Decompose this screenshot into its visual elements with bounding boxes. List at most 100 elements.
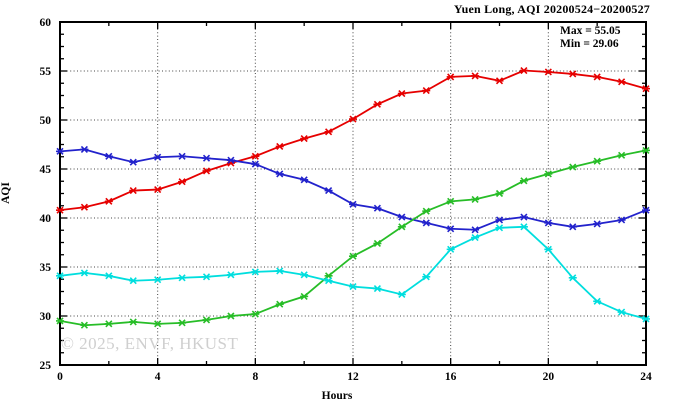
series-green-line [59, 149, 647, 327]
x-tick-label: 0 [57, 371, 63, 383]
series-blue-marker [471, 226, 479, 234]
series-red-marker [447, 73, 455, 81]
series-blue-marker [349, 200, 357, 208]
x-tick-label: 20 [543, 371, 555, 383]
series-cyan-marker [544, 245, 552, 253]
series-red-marker [105, 197, 113, 205]
max-value-label: Max = 55.05 [560, 25, 621, 37]
series-red-marker [154, 186, 162, 194]
series-cyan-marker [56, 272, 64, 280]
series-green-marker [227, 312, 235, 320]
series-blue-marker [56, 147, 64, 155]
series-cyan-marker [105, 272, 113, 280]
series-blue-marker [447, 225, 455, 233]
series-blue-marker [129, 158, 137, 166]
series-green-marker [105, 320, 113, 328]
series-green-marker [422, 207, 430, 215]
series-red-marker [178, 178, 186, 186]
plot-border [59, 21, 647, 366]
series-cyan-marker [569, 274, 577, 282]
series-red-marker [202, 167, 211, 175]
y-tick-label: 40 [40, 213, 52, 225]
max-min-annotation: Max = 55.05 Min = 29.06 [560, 25, 621, 51]
series-blue-marker [202, 154, 211, 162]
series-cyan-marker [593, 297, 601, 305]
series-blue-marker [251, 160, 259, 168]
series-cyan-marker [495, 224, 504, 232]
series-green-marker [154, 320, 162, 328]
series-cyan-marker [422, 273, 430, 281]
y-tick-label: 30 [40, 311, 52, 323]
series-red-marker [471, 72, 479, 80]
series-blue-marker [105, 152, 113, 160]
series-green-marker [276, 300, 284, 308]
x-tick-label: 24 [640, 371, 652, 383]
series-green-marker [373, 239, 381, 248]
series-red-marker [300, 135, 308, 143]
y-tick-label: 25 [40, 360, 52, 372]
series-cyan-marker [398, 290, 406, 299]
series-green-marker [471, 195, 479, 203]
series-red-marker [80, 203, 88, 211]
series-green-marker [520, 177, 528, 185]
series-cyan-marker [300, 271, 308, 279]
series-green-marker [642, 146, 650, 154]
series-cyan-marker [129, 277, 137, 285]
series-red-marker [593, 73, 601, 81]
series-blue-marker [276, 170, 284, 178]
y-tick-label: 45 [40, 164, 52, 176]
series-red-marker [56, 206, 64, 214]
series-cyan-marker [202, 273, 211, 281]
series-red-marker [276, 142, 284, 151]
series-green-marker [495, 189, 504, 198]
series-cyan-marker [276, 267, 284, 275]
x-tick-label: 4 [155, 371, 161, 383]
series-blue-marker [618, 216, 626, 224]
series-red-marker [618, 78, 626, 86]
series-blue-marker [593, 220, 601, 228]
series-green-marker [251, 310, 259, 318]
series-cyan-marker [618, 308, 626, 316]
series-red-marker [569, 70, 577, 78]
series-cyan-marker [471, 234, 479, 242]
y-tick-label: 50 [40, 115, 52, 127]
x-tick-label: 12 [347, 371, 359, 383]
series-red-marker [422, 87, 430, 95]
series-blue-marker [227, 156, 235, 164]
series-cyan-marker [325, 277, 333, 285]
series-green-marker [129, 318, 137, 326]
series-green-marker [618, 151, 626, 159]
series-green-marker [544, 170, 552, 178]
series-cyan-marker [251, 268, 259, 276]
chart-title: Yuen Long, AQI 20200524−20200527 [453, 2, 650, 16]
series-cyan-marker [373, 284, 381, 293]
series-green-marker [300, 292, 308, 300]
min-value-label: Min = 29.06 [560, 38, 619, 50]
series-blue-marker [325, 186, 333, 195]
series-cyan-marker [349, 283, 357, 291]
series-green-marker [593, 157, 601, 165]
series-blue-marker [520, 213, 528, 221]
series-cyan-marker [520, 223, 528, 231]
series-red-marker [495, 77, 504, 85]
x-tick-label: 16 [445, 371, 457, 383]
series-blue-marker [373, 204, 381, 212]
series-cyan-marker [642, 315, 650, 323]
series-cyan-marker [154, 276, 162, 284]
series-red-marker [129, 186, 137, 195]
series-cyan-marker [227, 271, 235, 279]
series-red-marker [251, 152, 259, 160]
y-tick-label: 55 [40, 66, 52, 78]
series-red-marker [642, 85, 650, 93]
series-blue-marker [495, 216, 504, 224]
series-blue-marker [300, 176, 308, 184]
series-red-marker [398, 89, 406, 98]
x-axis-title: Hours [321, 390, 353, 402]
series-red-marker [373, 100, 381, 108]
series-blue-marker [178, 152, 186, 160]
series-red-marker [544, 68, 552, 76]
series-blue-marker [154, 153, 162, 161]
y-tick-label: 35 [40, 262, 52, 274]
